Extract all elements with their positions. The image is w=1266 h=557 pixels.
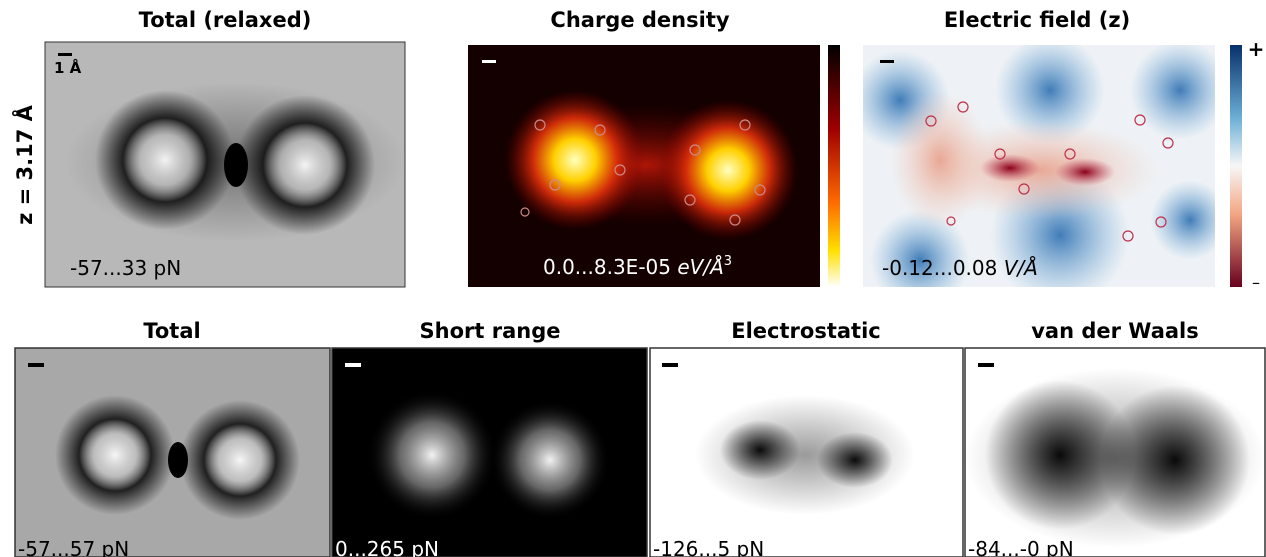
scale-bar <box>482 60 496 63</box>
range-unit: eV/Å <box>677 255 723 279</box>
panel-title: Total <box>143 319 200 343</box>
image-panel <box>332 348 647 557</box>
row-label: z = 3.17 Å <box>12 104 37 225</box>
range-label: -84...-0 pN <box>968 537 1074 557</box>
scale-bar <box>345 363 361 367</box>
unit-exponent: 3 <box>724 254 732 269</box>
scale-bar-label: 1 Å <box>54 58 82 77</box>
figure: z = 3.17 Å Total (relaxed) 1 Å -57...33 … <box>0 0 1266 557</box>
scale-bar <box>662 363 678 367</box>
image-panel <box>965 348 1266 557</box>
range-value: -0.12...0.08 <box>882 256 997 280</box>
colorbar <box>1230 45 1242 287</box>
scale-bar <box>880 60 894 63</box>
range-label: -57...57 pN <box>18 537 129 557</box>
range-label: -57...33 pN <box>70 256 181 280</box>
image-panel <box>15 348 330 557</box>
colorbar-max: + <box>1248 37 1265 61</box>
colorbar <box>828 45 840 287</box>
range-label: 0.0...8.3E-05 eV/Å3 <box>543 254 732 279</box>
range-label: 0...265 pN <box>335 537 439 557</box>
scale-bar <box>58 53 72 56</box>
scale-bar <box>28 363 44 367</box>
panel-title: Electrostatic <box>731 319 880 343</box>
panel-title: Short range <box>420 319 561 343</box>
range-unit: V/Å <box>1004 256 1038 280</box>
image-panel <box>45 42 405 287</box>
panel-title: Charge density <box>550 8 729 32</box>
colorbar-min: – <box>1252 273 1260 292</box>
panel-title: Total (relaxed) <box>139 8 312 32</box>
image-panel <box>468 45 820 287</box>
image-panel <box>650 348 963 557</box>
panel-title: Electric field (z) <box>944 8 1130 32</box>
range-label: -0.12...0.08 V/Å <box>882 256 1038 280</box>
range-label: -126...5 pN <box>653 537 764 557</box>
range-value: 0.0...8.3E-05 <box>543 255 671 279</box>
panel-title: van der Waals <box>1031 319 1199 343</box>
scale-bar <box>978 363 994 367</box>
